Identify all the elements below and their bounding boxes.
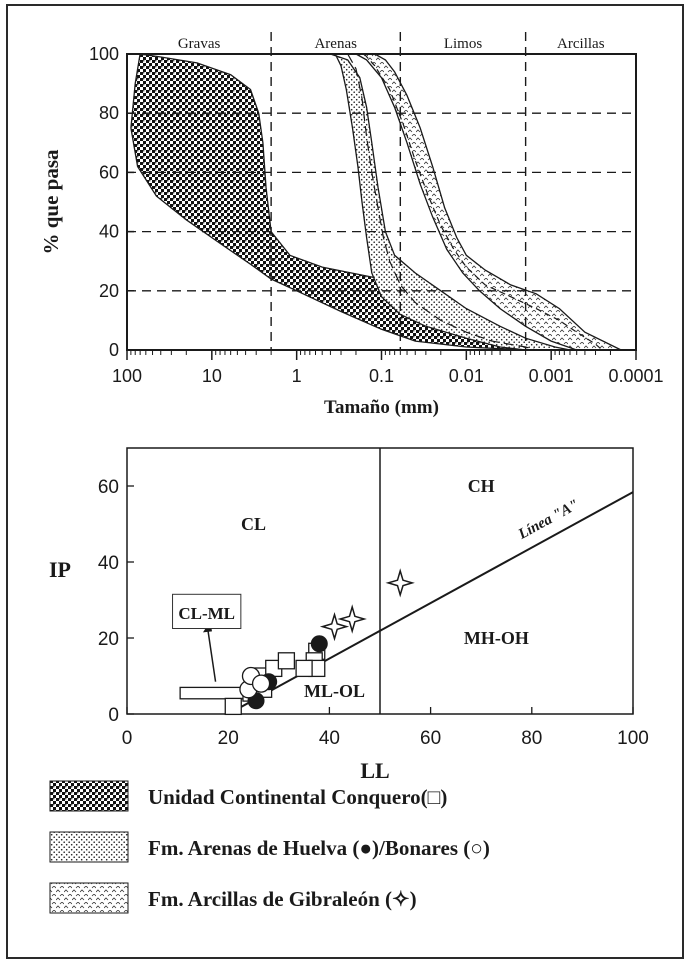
ip-tick-label-20: 20	[98, 629, 119, 650]
y-tick-label-100: 100	[89, 44, 119, 64]
legend-swatch-arenas-huelva	[49, 831, 129, 863]
grain-size-chart: 0 20 40 60 80 100 100 10 1 0.1 0.01 0.001 0.0001 Gra…	[39, 32, 664, 418]
plasticity-ticks: 0 20 40 60 0 20 40 60 80 100	[98, 477, 649, 749]
point-unidad-continental-conquero-9	[295, 659, 313, 678]
legend-label-gibraleon: Fm. Arcillas de Gibraleón (✧)	[148, 887, 417, 911]
plasticity-chart: 0 20 40 60 0 20 40 60 80 100 CL CH MH-OH ML-OL Lí…	[49, 447, 649, 783]
y-tick-label-80: 80	[99, 103, 119, 123]
cl-ml-callout-box	[172, 593, 242, 629]
point-fm-arcillas-de-gibrale-n-1	[337, 604, 367, 634]
legend: Unidad Continental Conquero(□) Fm. Arena…	[49, 780, 490, 914]
grain-size-y-axis-label: % que pasa	[39, 149, 63, 255]
cl-ml-arrow	[207, 630, 217, 682]
point-fm-arcillas-de-gibrale-n-0	[319, 611, 350, 642]
plasticity-y-axis-label: IP	[49, 557, 71, 582]
point-fm-arenas-de-huelva-2	[310, 635, 328, 653]
ll-tick-label-60: 60	[420, 728, 441, 749]
y-tick-label-40: 40	[99, 222, 119, 242]
point-unidad-continental-conquero-5	[277, 652, 296, 670]
class-label-gravas: Gravas	[178, 36, 221, 52]
legend-label-arenas-huelva: Fm. Arenas de Huelva (●)/Bonares (○)	[148, 836, 490, 860]
grain-size-ticks: 0 20 40 60 80 100 100 10 1 0.1 0.01 0.001 0.0001	[89, 44, 664, 386]
x-tick-label-4: 0.01	[449, 366, 484, 386]
ll-tick-label-80: 80	[521, 728, 542, 749]
plasticity-points	[224, 568, 415, 716]
point-bonares-2	[251, 674, 271, 693]
zone-label-cl: CL	[241, 514, 266, 534]
class-label-limos: Limos	[444, 36, 482, 52]
legend-swatch-conquero	[49, 780, 129, 812]
ll-tick-label-20: 20	[218, 728, 239, 749]
y-tick-label-60: 60	[99, 162, 119, 182]
zone-label-mh-oh: MH-OH	[464, 628, 529, 648]
y-tick-label-0: 0	[109, 340, 119, 360]
linea-a-label: Línea "A"	[515, 497, 582, 543]
x-tick-label-6: 0.0001	[608, 366, 663, 386]
figure-canvas: 0 20 40 60 80 100 100 10 1 0.1 0.01 0.001 0.0001 Gra…	[39, 32, 664, 914]
zone-label-ch: CH	[468, 476, 495, 496]
ll-tick-label-0: 0	[122, 728, 133, 749]
legend-swatch-gibraleon	[49, 882, 129, 914]
ip-tick-label-0: 0	[108, 705, 119, 726]
point-fm-arcillas-de-gibrale-n-2	[385, 568, 415, 598]
ip-tick-label-40: 40	[98, 553, 119, 574]
x-tick-label-2: 1	[292, 366, 302, 386]
ll-tick-label-40: 40	[319, 728, 340, 749]
grain-size-x-axis-label: Tamaño (mm)	[324, 397, 439, 418]
ip-tick-label-60: 60	[98, 477, 119, 498]
class-label-arcillas: Arcillas	[557, 36, 605, 52]
cl-ml-callout-label: CL-ML	[178, 604, 235, 623]
gibraleon-center-curve	[363, 53, 603, 351]
plasticity-x-axis-label: LL	[360, 758, 389, 783]
point-unidad-continental-conquero-0	[224, 697, 242, 716]
ll-tick-label-100: 100	[617, 728, 649, 749]
band-conquero	[130, 53, 556, 351]
grain-size-bands	[130, 53, 622, 351]
zone-label-ml-ol: ML-OL	[304, 681, 365, 701]
x-tick-label-3: 0.1	[369, 366, 394, 386]
y-tick-label-20: 20	[99, 281, 119, 301]
x-tick-label-1: 10	[202, 366, 222, 386]
figure-frame: 0 20 40 60 80 100 100 10 1 0.1 0.01 0.001 0.0001 Gra…	[6, 4, 684, 959]
linea-a-line	[227, 491, 634, 715]
x-tick-label-0: 100	[112, 366, 142, 386]
class-label-arenas: Arenas	[314, 36, 357, 52]
legend-label-conquero: Unidad Continental Conquero(□)	[148, 785, 447, 809]
x-tick-label-5: 0.001	[529, 366, 574, 386]
arenas-huelva-center-curve	[347, 53, 537, 351]
